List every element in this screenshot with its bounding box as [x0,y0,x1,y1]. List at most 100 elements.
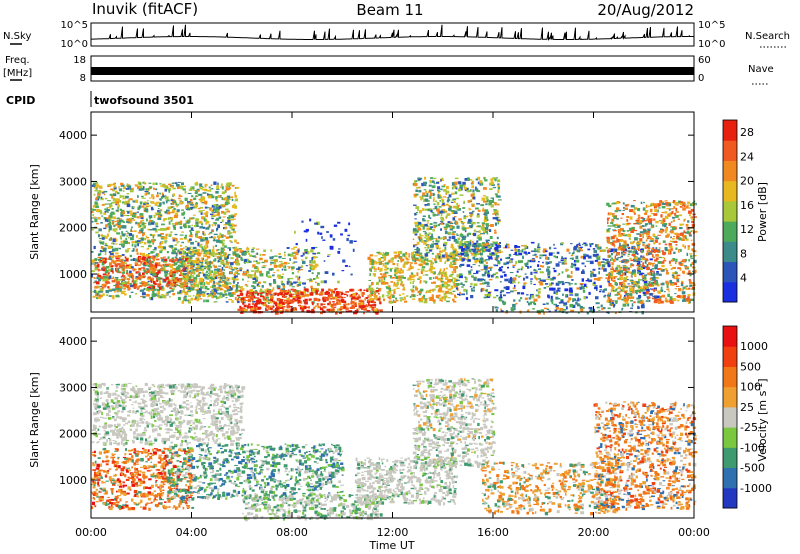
power-cell [371,266,373,269]
power-cell [136,277,139,280]
power-cell [415,212,419,214]
power-cell [635,251,638,255]
power-cell [225,284,229,287]
power-cell [322,297,325,301]
power-cell [96,276,99,280]
power-cell [361,294,364,297]
power-cell [333,303,337,306]
power-cell [263,249,266,253]
power-cell [217,296,221,299]
power-cell [471,289,475,292]
power-cell [148,245,152,248]
power-cell [99,276,104,279]
power-cell [93,184,96,187]
power-cell [439,251,443,253]
power-cell [488,256,492,260]
power-cell [305,265,308,267]
power-cell [352,293,356,297]
power-cell [452,185,455,189]
power-cell [583,242,587,244]
power-cell [110,255,114,259]
power-cell [455,233,459,235]
power-cell [469,212,473,214]
power-cell [450,243,454,247]
power-cell [537,312,541,315]
power-cell [191,195,194,198]
power-cell [575,255,579,259]
power-cell [389,301,393,304]
power-cell [165,277,169,280]
power-cell [582,269,585,273]
power-cell [218,238,220,240]
power-cell [448,255,453,258]
power-cell [496,250,499,252]
power-cell [675,247,678,250]
power-cell [384,282,389,285]
power-cell [168,217,172,220]
power-cell [217,273,220,275]
power-cell [655,253,659,257]
power-cell [197,273,200,276]
power-cell [254,272,256,275]
power-cell [576,299,580,302]
power-cell [426,225,430,227]
power-cell [311,267,316,270]
power-cell [248,260,252,263]
power-cell [96,262,99,264]
power-cell [400,268,402,271]
power-cell [447,208,452,211]
power-cell [256,266,259,269]
power-cell [638,248,640,251]
power-cell [248,252,251,255]
power-cell [288,297,290,301]
power-cell [437,186,441,190]
power-cell [524,244,527,249]
power-cell [147,278,151,280]
power-cell [457,205,460,208]
power-cell [685,205,689,209]
power-cell [576,287,580,290]
power-cell [235,278,239,281]
power-cell [159,280,161,284]
power-cell [542,303,546,305]
power-cell [401,298,404,301]
power-cell [422,218,425,220]
power-cell [127,280,130,282]
power-cell [133,268,137,271]
power-cell [95,196,98,200]
power-cell [265,296,269,299]
power-cell [231,228,235,231]
power-cell [497,307,499,309]
power-cell [171,277,175,280]
power-cell [176,186,180,189]
power-cell [231,184,235,187]
power-cell [490,181,495,185]
power-cell [483,248,486,252]
power-cell [147,283,150,286]
power-cell [121,271,125,274]
power-cell [136,240,141,242]
power-cell [616,264,621,268]
power-cell [145,206,149,208]
power-cell [215,274,218,278]
power-cell [368,304,371,306]
power-cell [226,277,229,280]
power-cell [488,293,492,297]
power-cell [448,194,452,198]
power-cell [201,246,204,250]
power-cell [184,245,188,248]
power-cell [496,243,499,247]
power-cell [470,199,473,202]
power-cell [140,295,144,297]
power-cell [455,188,458,190]
power-cell [427,235,430,239]
power-cell [149,287,151,290]
power-cell [341,298,344,301]
power-cell [393,290,396,295]
power-cell [458,242,462,246]
power-cell [297,299,301,304]
power-cell [614,294,619,296]
power-cell [321,292,324,295]
power-cell [183,211,186,215]
power-cell [462,207,466,209]
